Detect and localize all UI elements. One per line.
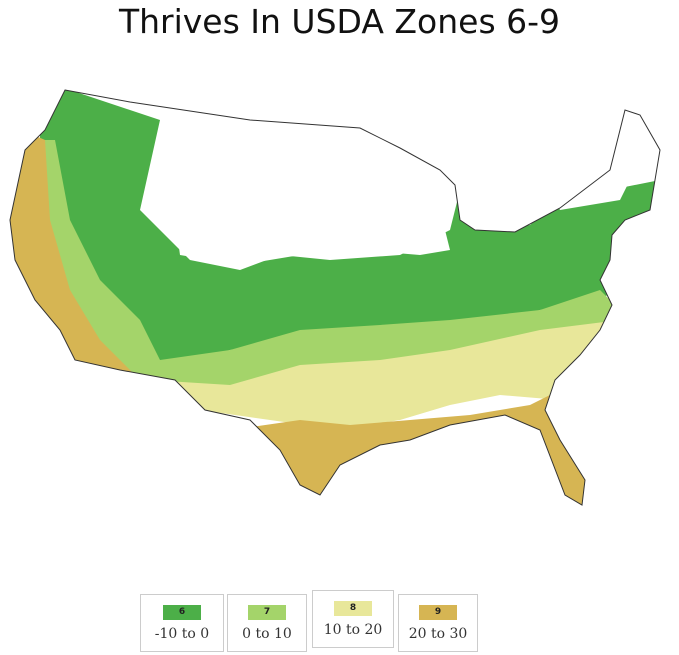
us-zone-map: [9, 89, 661, 506]
zone-8-area: [150, 320, 620, 430]
legend-zone-7: 7 0 to 10: [227, 594, 307, 652]
legend-zone-9: 9 20 to 30: [398, 594, 478, 652]
legend-zone-8: 8 10 to 20: [312, 590, 394, 648]
legend-range: 10 to 20: [323, 622, 383, 638]
legend-swatch: 7: [248, 605, 286, 620]
legend-range: 20 to 30: [408, 626, 468, 642]
zone-6-area: [170, 170, 450, 265]
zone-7-area: [15, 140, 620, 390]
map-title: Thrives In USDA Zones 6-9: [118, 2, 561, 41]
legend-swatch: 8: [334, 601, 372, 616]
legend-range: 0 to 10: [242, 626, 292, 642]
legend-swatch: 6: [163, 605, 201, 620]
zone-6-area: [40, 90, 660, 370]
legend-zone-6: 6 -10 to 0: [140, 594, 224, 652]
legend-swatch: 9: [419, 605, 457, 620]
legend-range: -10 to 0: [154, 626, 210, 642]
